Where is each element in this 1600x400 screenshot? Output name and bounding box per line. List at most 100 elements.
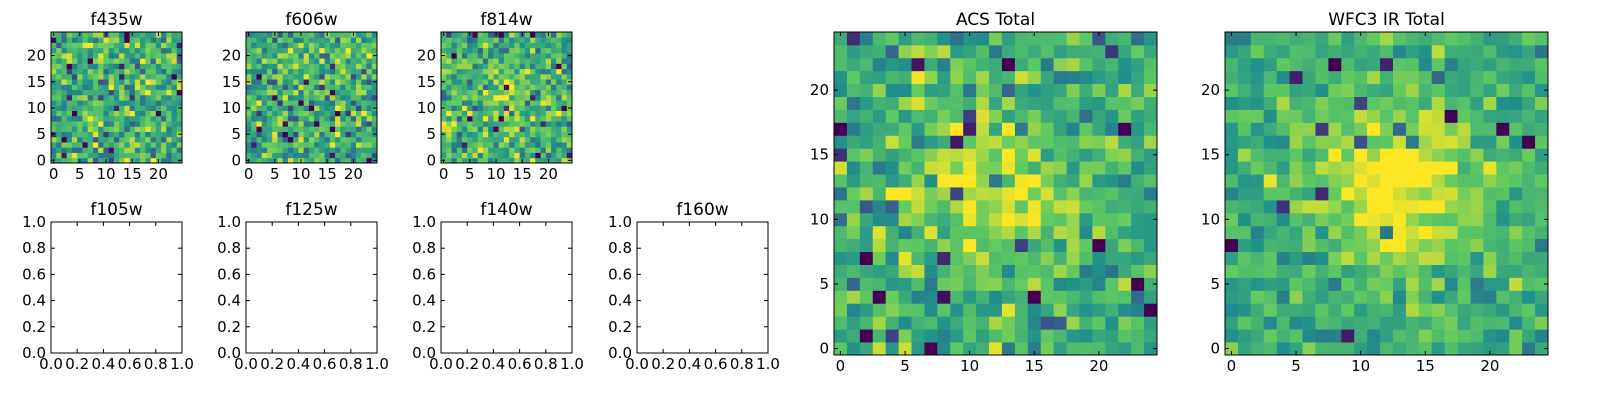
heatmap-cell [1367, 342, 1381, 356]
heatmap-cell [456, 58, 463, 64]
heatmap-cell [287, 32, 294, 38]
heatmap-cell [371, 58, 378, 64]
heatmap-cell [503, 115, 510, 122]
heatmap-cell [498, 157, 505, 164]
heatmap-cell [482, 157, 489, 164]
heatmap-cell [1380, 57, 1394, 72]
heatmap-cell [282, 100, 289, 106]
heatmap-cell [834, 290, 848, 304]
heatmap-cell [314, 131, 320, 138]
heatmap-cell [266, 84, 273, 91]
heatmap-cell [361, 58, 367, 64]
heatmap-cell [324, 100, 331, 106]
heatmap-cell [477, 100, 484, 106]
heatmap-cell [950, 212, 964, 227]
heatmap-cell [1040, 316, 1055, 330]
heatmap-cell [1014, 44, 1029, 59]
heatmap-cell [1014, 212, 1029, 227]
heatmap-cell [911, 70, 925, 85]
heatmap-cell [924, 225, 938, 240]
y-tick-label: 0.2 [217, 318, 241, 336]
heatmap-cell [176, 100, 183, 106]
heatmap-cell [98, 136, 104, 143]
heatmap-cell [498, 68, 505, 75]
heatmap-cell [366, 68, 373, 75]
heatmap-cell [441, 126, 447, 132]
heatmap-cell [1118, 83, 1132, 97]
heatmap-cell [261, 136, 268, 143]
heatmap-cell [1392, 303, 1407, 317]
heatmap-cell [859, 174, 874, 188]
heatmap-cell [340, 79, 346, 85]
heatmap-cell [976, 264, 990, 278]
heatmap-cell [1483, 251, 1497, 265]
heatmap-cell [356, 73, 362, 80]
heatmap-cell [859, 70, 874, 85]
heatmap-cell [98, 63, 104, 70]
heatmap-cell [1289, 225, 1303, 240]
heatmap-cell [87, 157, 94, 164]
heatmap-cell [277, 157, 284, 164]
heatmap-cell [461, 63, 468, 70]
heatmap-cell [1522, 329, 1536, 343]
heatmap-cell [345, 110, 352, 117]
heatmap-cell [61, 47, 68, 54]
heatmap-cell [361, 157, 367, 164]
heatmap-cell [1001, 199, 1016, 214]
heatmap-cell [287, 73, 294, 80]
heatmap-cell [340, 63, 346, 70]
heatmap-cell [1131, 122, 1145, 136]
heatmap-cell [92, 142, 99, 148]
heatmap-cell [108, 147, 115, 153]
heatmap-cell [87, 58, 94, 64]
heatmap-cell [1496, 174, 1510, 188]
heatmap-cell [1289, 303, 1303, 317]
heatmap-cell [509, 94, 515, 101]
heatmap-cell [441, 37, 447, 43]
heatmap-cell [108, 152, 115, 159]
heatmap-cell [335, 89, 341, 96]
heatmap-cell [524, 115, 531, 122]
heatmap-cell [1418, 199, 1433, 214]
heatmap-cell [1144, 303, 1158, 317]
heatmap-cell [1040, 264, 1055, 278]
heatmap-cell [924, 83, 938, 97]
heatmap-cell [293, 110, 299, 117]
heatmap-cell [503, 147, 510, 153]
heatmap-cell [329, 131, 336, 138]
heatmap-cell [950, 83, 964, 97]
heatmap-cell [1315, 329, 1329, 343]
heatmap-cell [1131, 212, 1145, 227]
heatmap-cell [461, 52, 468, 59]
heatmap-cell [145, 136, 151, 143]
heatmap-cell [1535, 342, 1549, 356]
heatmap-cell [1315, 174, 1329, 188]
heatmap-cell [937, 44, 951, 59]
heatmap-cell [834, 225, 848, 240]
heatmap-cell [556, 52, 562, 59]
heatmap-cell [51, 136, 57, 143]
heatmap-cell [282, 147, 289, 153]
heatmap-cell [103, 147, 110, 153]
heatmap-cell [461, 142, 468, 148]
heatmap-cell [1457, 316, 1471, 330]
heatmap-cell [361, 42, 367, 49]
heatmap-cell [61, 84, 68, 91]
heatmap-cell [1105, 44, 1119, 59]
heatmap-cell [287, 47, 294, 54]
heatmap-cell [1014, 122, 1029, 136]
heatmap-cell [98, 73, 104, 80]
heatmap-cell [256, 131, 263, 138]
heatmap-cell [885, 303, 899, 317]
heatmap-cell [1053, 290, 1067, 304]
heatmap-cell [171, 131, 178, 138]
heatmap-cell [1367, 83, 1381, 97]
heatmap-cell [176, 94, 183, 101]
heatmap-cell [1509, 303, 1523, 317]
heatmap-cell [1105, 329, 1119, 343]
heatmap-cell [1380, 329, 1394, 343]
heatmap-cell [1040, 148, 1055, 162]
heatmap-cell [261, 89, 268, 96]
